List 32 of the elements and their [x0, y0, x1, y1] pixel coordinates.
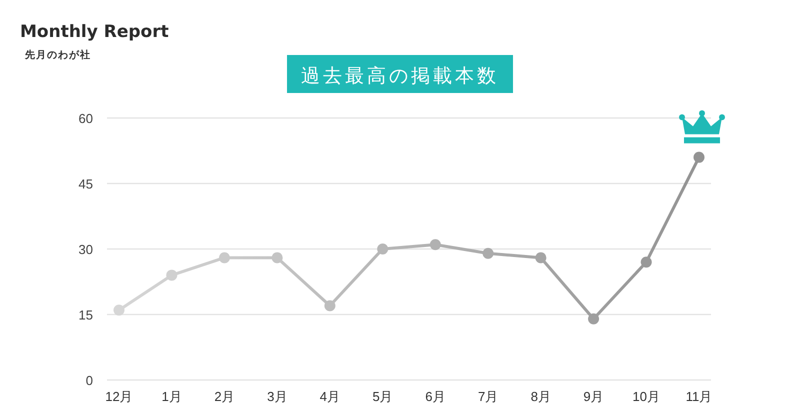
y-tick-label: 0 — [86, 373, 93, 388]
point — [694, 152, 704, 163]
y-tick-label: 30 — [78, 242, 93, 257]
y-tick-label: 45 — [78, 176, 93, 192]
point — [377, 244, 388, 254]
chart-title: Monthly Report — [20, 22, 169, 42]
y-tick-label: 60 — [78, 111, 93, 126]
x-tick-label: 5月 — [372, 389, 393, 404]
point — [166, 270, 178, 281]
x-tick-label: 3月 — [267, 389, 288, 404]
text: 過去最高の掲載本数 — [301, 65, 499, 87]
point — [218, 252, 230, 264]
y-tick-label: 15 — [78, 308, 93, 322]
point — [482, 248, 494, 259]
point — [272, 252, 283, 264]
x-tick-label: 8月 — [530, 389, 551, 404]
x-tick-label: 9月 — [583, 389, 604, 404]
chart-subtitle: 先月のわが社 — [24, 49, 91, 61]
x-tick-label: 1月 — [162, 389, 182, 404]
point — [114, 304, 124, 316]
point — [535, 252, 546, 264]
x-tick-label: 10月 — [632, 389, 660, 404]
x-tick-label: 11月 — [686, 389, 712, 404]
x-tick-label: 6月 — [425, 389, 446, 404]
point — [430, 239, 441, 250]
x-tick-label: 12月 — [105, 389, 133, 404]
point — [324, 300, 336, 312]
x-tick-label: 4月 — [320, 389, 340, 404]
x-tick-label: 2月 — [214, 389, 235, 404]
point — [588, 313, 600, 324]
x-tick-label: 7月 — [478, 389, 498, 404]
point — [640, 256, 652, 268]
